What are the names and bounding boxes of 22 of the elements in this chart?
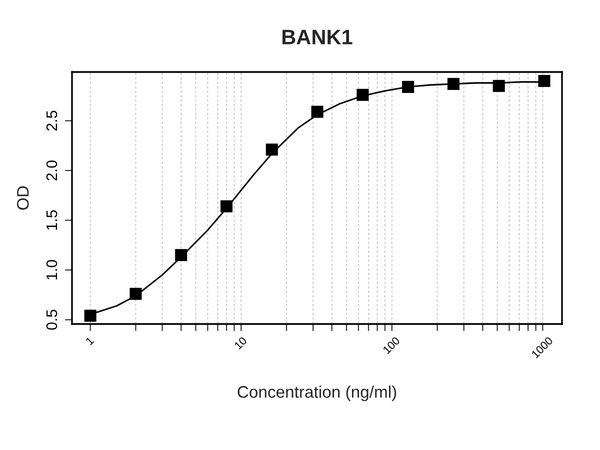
y-tick-label: 2.5 bbox=[46, 110, 58, 131]
chart-title: BANK1 bbox=[282, 30, 352, 44]
x-axis-title: Concentration (ng/ml) bbox=[238, 386, 396, 402]
point bbox=[402, 80, 414, 93]
y-tick-label: 1.0 bbox=[46, 260, 58, 280]
point bbox=[492, 80, 505, 92]
y-tick-label: 2.0 bbox=[46, 160, 58, 180]
point bbox=[220, 200, 233, 212]
x-tick-label: 10 bbox=[234, 336, 248, 350]
y-axis-title: OD bbox=[16, 186, 29, 210]
y-tick-label: 1.5 bbox=[46, 210, 58, 230]
point bbox=[538, 74, 550, 87]
x-tick-label: 100 bbox=[382, 336, 400, 354]
y-tick-label: 0.5 bbox=[46, 310, 58, 330]
point bbox=[356, 88, 369, 101]
x-tick-label: 1 bbox=[85, 336, 94, 346]
point bbox=[266, 144, 278, 156]
point bbox=[447, 78, 460, 90]
point bbox=[311, 106, 324, 118]
point bbox=[130, 288, 142, 300]
point bbox=[175, 249, 188, 262]
point bbox=[84, 310, 96, 322]
